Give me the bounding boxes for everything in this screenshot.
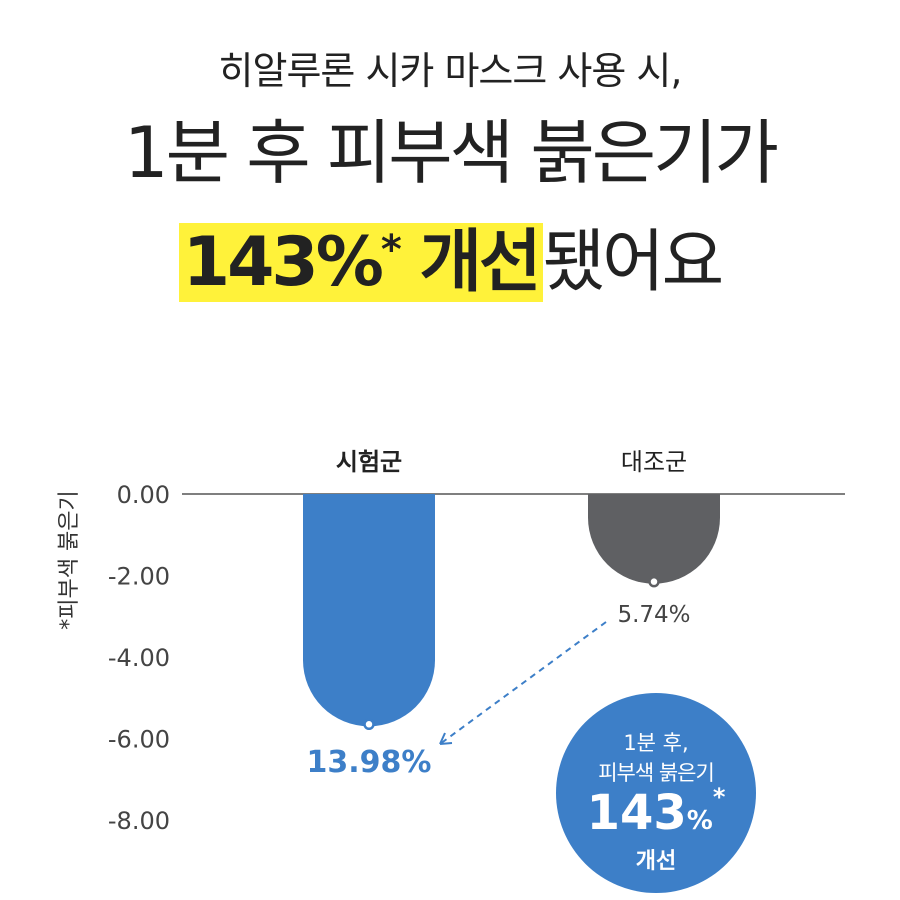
y-tick-label: -2.00 — [108, 563, 170, 591]
y-tick-label: -4.00 — [108, 644, 170, 672]
bar-end-marker — [363, 718, 375, 731]
badge-line-1: 1분 후, — [623, 731, 689, 755]
subtitle: 히알루론 시카 마스크 사용 시, — [218, 49, 683, 93]
data-label: 13.98% — [307, 745, 432, 780]
bar-end-marker — [648, 575, 660, 588]
highlight-block: 143%* 개선 — [178, 223, 543, 302]
comparison-arrow-head — [439, 732, 453, 745]
data-label: 5.74% — [617, 602, 690, 628]
comparison-arrow — [439, 621, 607, 745]
y-tick-label: 0.00 — [117, 481, 170, 509]
improvement-badge: 1분 후, 피부색 붉은기 143%* 개선 — [556, 693, 756, 893]
badge-star: * — [712, 783, 726, 811]
category-label: 대조군 — [621, 448, 687, 476]
headline-tail: 됐어요 — [542, 223, 725, 302]
y-tick-label: -6.00 — [108, 726, 170, 754]
redness-chart: 0.00 -2.00 -4.00 -6.00 -8.00 *피부색 붉은기 시험군 13.98… — [57, 448, 845, 835]
bar-test — [303, 494, 435, 727]
highlight-word: 개선 — [419, 223, 541, 302]
badge-value: 143 — [586, 785, 687, 841]
badge-value-row: 143%* — [556, 783, 756, 841]
highlight-star: * — [380, 227, 402, 273]
bar-control — [588, 494, 720, 584]
category-label: 시험군 — [336, 448, 402, 476]
headline-line-2: 143%* 개선됐어요 — [0, 200, 900, 313]
badge-line-2: 피부색 붉은기 — [598, 761, 715, 785]
y-axis-label: *피부색 붉은기 — [57, 490, 82, 629]
badge-percent: % — [686, 806, 713, 836]
badge-word: 개선 — [635, 849, 677, 874]
y-tick-label: -8.00 — [108, 807, 170, 835]
headline-line-1: 1분 후 피부색 붉은기가 — [124, 112, 779, 194]
highlight-value: 143% — [182, 223, 384, 302]
